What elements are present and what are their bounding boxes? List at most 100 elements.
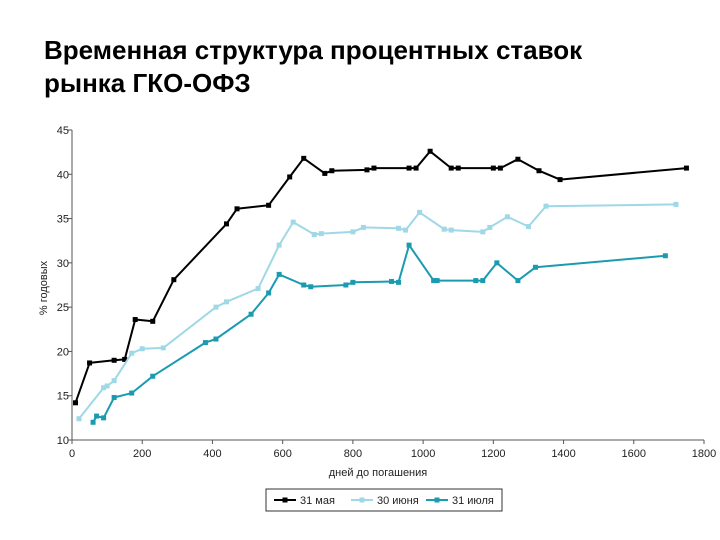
- y-tick-label: 10: [57, 435, 69, 447]
- data-point: [427, 148, 433, 154]
- x-tick-label: 400: [203, 448, 221, 460]
- x-tick-label: 1600: [622, 448, 646, 460]
- data-point: [532, 264, 538, 270]
- data-point: [448, 227, 454, 233]
- series-3: [90, 242, 668, 425]
- slide-title: Временная структура процентных ставок ры…: [44, 34, 684, 100]
- data-point: [557, 177, 563, 183]
- slide-title-line-2: рынка ГКО-ОФЗ: [44, 68, 251, 98]
- data-point: [487, 224, 493, 230]
- data-point: [504, 214, 510, 220]
- data-point: [213, 336, 219, 342]
- x-tick-label: 200: [133, 448, 151, 460]
- x-tick-label: 1800: [692, 448, 716, 460]
- data-point: [101, 415, 107, 421]
- data-point: [150, 373, 156, 379]
- data-point: [473, 278, 479, 284]
- legend-label: 31 мая: [300, 495, 335, 507]
- x-tick-label: 1400: [551, 448, 575, 460]
- data-point: [111, 378, 117, 384]
- data-point: [248, 311, 254, 317]
- data-point: [255, 286, 261, 292]
- data-point: [171, 277, 177, 283]
- x-tick-label: 1000: [411, 448, 435, 460]
- x-axis-label: дней до погашения: [329, 467, 428, 479]
- data-point: [311, 232, 317, 238]
- legend-label: 30 июня: [377, 495, 419, 507]
- data-point: [129, 390, 135, 396]
- data-point: [111, 357, 117, 363]
- data-point: [371, 165, 377, 171]
- series-2: [76, 201, 679, 422]
- x-tick-label: 600: [273, 448, 291, 460]
- data-point: [434, 278, 440, 284]
- legend-box: [265, 488, 503, 512]
- data-point: [662, 253, 668, 259]
- chart-series-layer: [73, 148, 689, 425]
- series-line: [92, 244, 666, 423]
- data-point: [223, 221, 229, 227]
- data-point: [90, 419, 96, 425]
- data-point: [308, 284, 314, 290]
- data-point: [101, 385, 107, 391]
- data-point: [497, 165, 503, 171]
- x-tick-label: 1200: [481, 448, 505, 460]
- data-point: [494, 260, 500, 266]
- data-point: [515, 278, 521, 284]
- data-point: [276, 242, 282, 248]
- data-point: [122, 356, 128, 362]
- data-point: [480, 278, 486, 284]
- data-point: [111, 394, 117, 400]
- data-point: [73, 400, 79, 406]
- data-point: [431, 278, 437, 284]
- data-point: [350, 279, 356, 285]
- data-point: [276, 271, 282, 277]
- slide-title-line-1: Временная структура процентных ставок: [44, 35, 583, 65]
- data-point: [364, 167, 370, 173]
- data-point: [301, 282, 307, 288]
- data-point: [389, 278, 395, 284]
- series-1: [73, 148, 689, 406]
- data-point: [413, 165, 419, 171]
- series-line: [74, 150, 687, 404]
- data-point: [683, 165, 689, 171]
- data-point: [396, 225, 402, 231]
- data-point: [94, 413, 100, 419]
- y-tick-label: 35: [57, 214, 69, 226]
- data-point: [132, 317, 138, 323]
- data-point: [329, 168, 335, 174]
- data-point: [343, 282, 349, 288]
- data-point: [213, 304, 219, 310]
- data-point: [287, 174, 293, 180]
- data-point: [322, 170, 328, 176]
- chart-axes: 10 15 20 25 30 35 40 45 0 200 400 600 800 1000 1200 140…: [57, 125, 716, 460]
- data-point: [266, 202, 272, 208]
- legend-label: 31 июля: [452, 495, 494, 507]
- data-point: [490, 165, 496, 171]
- x-tick-label: 0: [69, 448, 75, 460]
- data-point: [515, 156, 521, 162]
- data-point: [202, 340, 208, 346]
- data-point: [441, 226, 447, 232]
- data-point: [480, 229, 486, 235]
- data-point: [406, 242, 412, 248]
- data-point: [266, 290, 272, 296]
- data-point: [403, 227, 409, 233]
- legend-swatch-marker: [359, 497, 365, 503]
- data-point: [525, 224, 531, 230]
- y-tick-label: 15: [57, 391, 69, 403]
- data-point: [139, 346, 145, 352]
- data-point: [318, 231, 324, 237]
- data-point: [455, 165, 461, 171]
- data-point: [543, 203, 549, 209]
- data-point: [396, 279, 402, 285]
- data-point: [87, 360, 93, 366]
- data-point: [150, 318, 156, 324]
- y-tick-label: 25: [57, 302, 69, 314]
- data-point: [223, 299, 229, 305]
- data-point: [417, 209, 423, 215]
- data-point: [129, 350, 135, 356]
- data-point: [536, 168, 542, 174]
- series-line: [78, 203, 676, 420]
